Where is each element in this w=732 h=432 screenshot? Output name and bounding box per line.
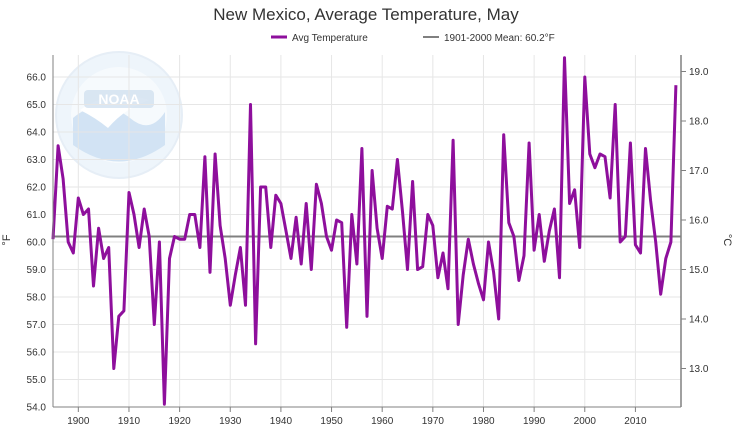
y-tick-label: 55.0 [27,375,47,386]
x-tick-label: 1920 [168,416,191,427]
x-tick-label: 2000 [574,416,597,427]
y-tick-label: 57.0 [27,320,47,331]
avg-temperature-line [51,56,678,406]
legend-label-mean: 1901-2000 Mean: 60.2°F [444,33,555,44]
y-tick-label: 59.0 [27,265,47,276]
y-tick-label: 63.0 [27,155,47,166]
y-axis-title-right: °C [721,234,732,246]
y-tick-label: 65.0 [27,100,47,111]
y-tick-label-right: 15.0 [689,265,709,276]
x-tick-label: 2010 [624,416,647,427]
y-tick-label: 54.0 [27,403,47,414]
y-tick-label: 62.0 [27,183,47,194]
y-tick-label-right: 16.0 [689,216,709,227]
y-tick-label-right: 18.0 [689,117,709,128]
y-tick-label-right: 19.0 [689,67,709,78]
x-tick-label: 1930 [219,416,242,427]
y-tick-label: 66.0 [27,73,47,84]
x-tick-label: 1950 [320,416,343,427]
series-group [51,56,678,406]
x-tick-label: 1910 [118,416,141,427]
legend-label-avg: Avg Temperature [292,33,368,44]
y-tick-label-right: 14.0 [689,315,709,326]
chart-title: New Mexico, Average Temperature, May [213,5,519,24]
y-tick-label: 58.0 [27,293,47,304]
x-tick-label: 1990 [523,416,546,427]
x-tick-label: 1960 [371,416,394,427]
y-tick-label: 61.0 [27,210,47,221]
y-axis-title-left: °F [1,234,13,245]
y-tick-label: 56.0 [27,348,47,359]
x-tick-label: 1970 [422,416,445,427]
x-tick-label: 1980 [472,416,495,427]
y-tick-label: 60.0 [27,238,47,249]
legend: Avg Temperature 1901-2000 Mean: 60.2°F [271,33,555,44]
x-tick-label: 1940 [270,416,293,427]
x-tick-label: 1900 [67,416,90,427]
noaa-logo: NOAA [55,51,183,179]
y-tick-label-right: 13.0 [689,364,709,375]
y-tick-label: 64.0 [27,128,47,139]
axes: 54.0 55.0 56.0 57.0 58.0 59.0 60.0 61.0 62.0 63.0… [27,55,709,427]
y-tick-label-right: 17.0 [689,166,709,177]
